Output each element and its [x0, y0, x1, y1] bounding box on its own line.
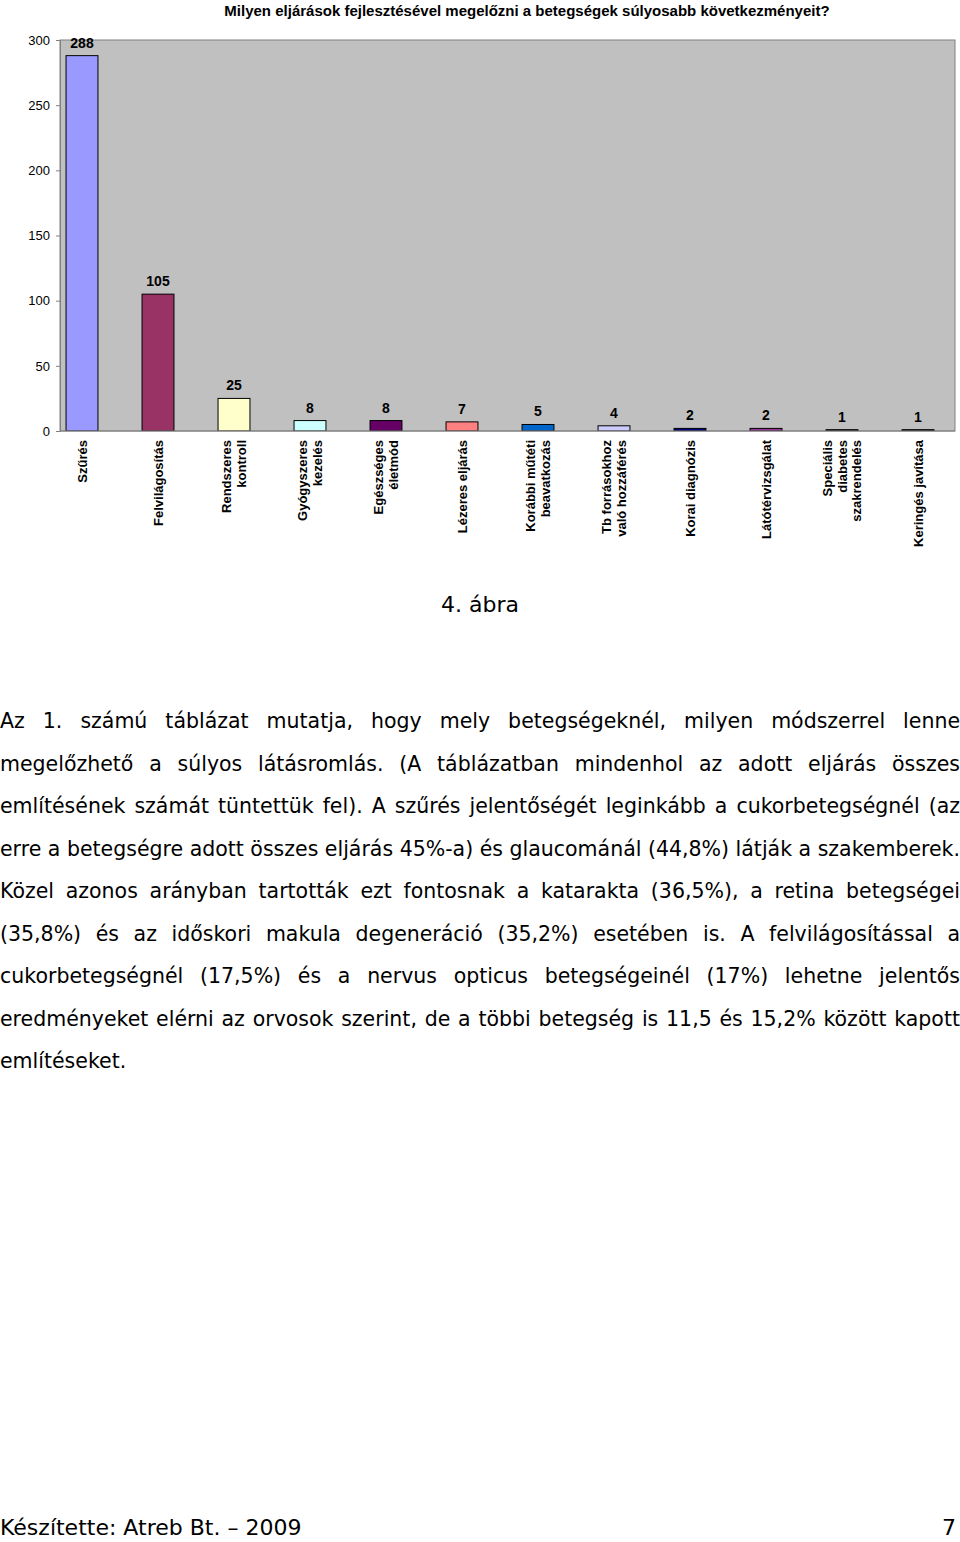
y-tick: 100 [28, 293, 60, 308]
data-label: 2 [762, 407, 770, 423]
data-label: 288 [70, 35, 94, 51]
x-tick: Egészségeséletmód [371, 431, 400, 514]
y-tick-mark [56, 40, 60, 41]
y-tick: 150 [28, 228, 60, 243]
x-tick: Gyógyszereskezelés [295, 431, 324, 521]
y-tick-mark [56, 170, 60, 171]
y-tick-label: 300 [28, 33, 50, 48]
data-label: 1 [914, 409, 922, 425]
x-tick: Speciálisdiabetesszakrendelés [820, 431, 864, 522]
y-tick: 50 [36, 358, 60, 373]
bar [66, 56, 98, 431]
y-tick: 200 [28, 163, 60, 178]
x-tick-label: Felvilágosítás [151, 440, 166, 526]
chart: Milyen eljárások fejlesztésével megelőzn… [0, 0, 960, 590]
x-tick: Korábbi műtétibeavatkozás [523, 431, 552, 532]
x-tick-label: Keringés javítása [911, 439, 926, 547]
bar [370, 421, 402, 431]
bar [598, 426, 630, 431]
y-tick-mark [56, 236, 60, 237]
data-label: 5 [534, 403, 542, 419]
x-tick: Lézeres eljárás [455, 431, 470, 533]
data-label: 8 [382, 400, 390, 416]
bar [294, 421, 326, 431]
data-label: 25 [226, 377, 242, 393]
page-number: 7 [942, 1515, 956, 1540]
x-tick: Látótérvizsgálat [759, 431, 774, 539]
x-tick-label: Korai diagnózis [683, 440, 698, 537]
data-label: 4 [610, 405, 618, 421]
bar [218, 398, 250, 431]
caption: 4. ábra [0, 592, 960, 617]
bar [142, 294, 174, 431]
y-tick-label: 150 [28, 228, 50, 243]
data-label: 105 [146, 273, 170, 289]
data-label: 8 [306, 400, 314, 416]
bar [446, 422, 478, 431]
y-tick-label: 50 [36, 358, 50, 373]
y-tick-mark [56, 105, 60, 106]
y-tick: 300 [28, 33, 60, 48]
x-tick-label: Gyógyszereskezelés [295, 440, 324, 521]
y-tick-mark [56, 431, 60, 432]
bar [522, 424, 554, 431]
y-tick-label: 250 [28, 98, 50, 113]
x-tick: Korai diagnózis [683, 431, 698, 537]
x-tick-label: Látótérvizsgálat [759, 439, 774, 539]
bars [66, 56, 934, 431]
footer-credit: Készítette: Atreb Bt. – 2009 [0, 1515, 301, 1540]
x-tick-label: Egészségeséletmód [371, 440, 400, 514]
data-label: 1 [838, 409, 846, 425]
y-axis: 0 50 100 150 200 250 300 [28, 33, 60, 439]
x-tick-label: Korábbi műtétibeavatkozás [523, 440, 552, 532]
x-tick-label: Lézeres eljárás [455, 440, 470, 533]
y-tick-mark [56, 366, 60, 367]
x-tick-label: Szűrés [75, 440, 90, 483]
chart-title: Milyen eljárások fejlesztésével megelőzn… [224, 2, 829, 19]
x-tick: Keringés javítása [911, 431, 926, 547]
data-label: 7 [458, 401, 466, 417]
y-tick-label: 0 [43, 424, 50, 439]
y-tick-label: 100 [28, 293, 50, 308]
x-tick: Felvilágosítás [151, 431, 166, 526]
y-tick: 250 [28, 98, 60, 113]
x-axis-line [60, 431, 955, 432]
x-axis: Szűrés Felvilágosítás Rendszereskontroll Gy… [60, 431, 955, 547]
paragraph: Az 1. számú táblázat mutatja, hogy mely … [0, 700, 960, 1083]
y-tick-label: 200 [28, 163, 50, 178]
data-label: 2 [686, 407, 694, 423]
y-axis-line [56, 41, 61, 432]
y-tick: 0 [43, 424, 60, 439]
x-tick: Tb forrásokhozvaló hozzáférés [599, 431, 628, 537]
y-tick-mark [56, 301, 60, 302]
x-tick-label: Rendszereskontroll [219, 440, 248, 513]
x-tick-label: Tb forrásokhozvaló hozzáférés [599, 440, 628, 537]
plot-area [60, 40, 955, 431]
x-tick: Rendszereskontroll [219, 431, 248, 513]
data-labels: 288 105 25 8 8 7 5 4 2 2 1 1 [70, 35, 922, 425]
x-tick: Szűrés [75, 431, 90, 483]
x-tick-label: Speciálisdiabetesszakrendelés [820, 440, 864, 522]
